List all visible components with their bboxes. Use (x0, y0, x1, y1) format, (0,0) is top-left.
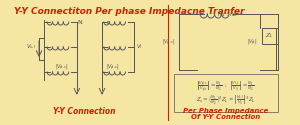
Text: $\left|\frac{V_{\phi,s}}{V_{\phi s}}\right| = \frac{N_1}{N_2}$  ;  $\left|\frac{: $\left|\frac{V_{\phi,s}}{V_{\phi s}}\rig… (196, 79, 254, 94)
Text: $|V_{\phi,s}|$: $|V_{\phi,s}|$ (106, 62, 120, 72)
Text: $|V_{\phi,s}|$: $|V_{\phi,s}|$ (55, 62, 69, 72)
Text: $|V_{\phi,s}|$: $|V_{\phi,s}|$ (162, 37, 176, 47)
Text: Per Phase Impedance: Per Phase Impedance (183, 108, 268, 114)
Text: N: N (78, 20, 82, 25)
Bar (262, 28, 276, 44)
Text: $V_{l}$: $V_{l}$ (136, 42, 143, 51)
Text: $N_1 : N_2$: $N_1 : N_2$ (218, 10, 239, 19)
Text: $V_{s,l}$: $V_{s,l}$ (26, 43, 37, 51)
Text: Of Y-Y Connection: Of Y-Y Connection (191, 114, 260, 120)
Text: $Z_s = \left(\frac{N_1}{N_2}\right)^2 Z_L = \left|\frac{V_{s,l}}{V_{ll}}\right|^: $Z_s = \left(\frac{N_1}{N_2}\right)^2 Z_… (196, 94, 255, 107)
Text: Y-Y Connection: Y-Y Connection (53, 107, 115, 116)
Text: $Z_L$: $Z_L$ (265, 32, 273, 40)
Bar (174, 74, 278, 112)
Text: n: n (106, 20, 110, 25)
Text: Y-Y Connectiton Per phase Impedacne Tranfer: Y-Y Connectiton Per phase Impedacne Tran… (14, 7, 244, 16)
Text: $|V_{\phi}|$: $|V_{\phi}|$ (247, 37, 258, 47)
